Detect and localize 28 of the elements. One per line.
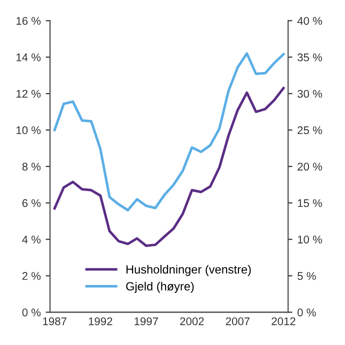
x-tick-label: 1992 (88, 317, 112, 326)
y-tick-label: 4 % (22, 236, 41, 244)
y2-tick-label: 5 % (298, 272, 316, 280)
y-tick-label: 0 % (22, 308, 41, 316)
y2-tick-label: 25 % (298, 126, 322, 134)
y2-tick-label: 30 % (298, 90, 322, 98)
y2-tick-label: 40 % (297, 16, 322, 25)
y2-tick-label: 10 % (298, 236, 322, 244)
y-tick-label: 8 % (22, 162, 41, 171)
y-tick-label: 14 % (16, 53, 41, 62)
y2-tick-label: 35 % (298, 53, 322, 62)
y2-tick-label: 20 % (298, 162, 322, 171)
y-tick-label: 10 % (16, 126, 41, 134)
y-tick-label: 12 % (16, 90, 41, 98)
y-tick-label: 2 % (22, 272, 41, 280)
y2-tick-label: 0 % (298, 308, 316, 316)
legend-label: Husholdninger (venstre) (126, 264, 251, 276)
x-tick-label: 2007 (226, 317, 250, 326)
y-tick-label: 6 % (22, 199, 41, 208)
legend-label: Gjeld (høyre) (126, 282, 194, 293)
x-tick-label: 1987 (43, 317, 66, 326)
x-tick-label: 1997 (134, 317, 158, 326)
x-tick-label: 2012 (272, 317, 296, 326)
y2-tick-label: 15 % (298, 199, 322, 208)
y-tick-label: 16 % (16, 16, 41, 25)
x-tick-label: 2002 (180, 317, 204, 326)
line-series (53, 52, 285, 212)
line-series (53, 86, 285, 247)
